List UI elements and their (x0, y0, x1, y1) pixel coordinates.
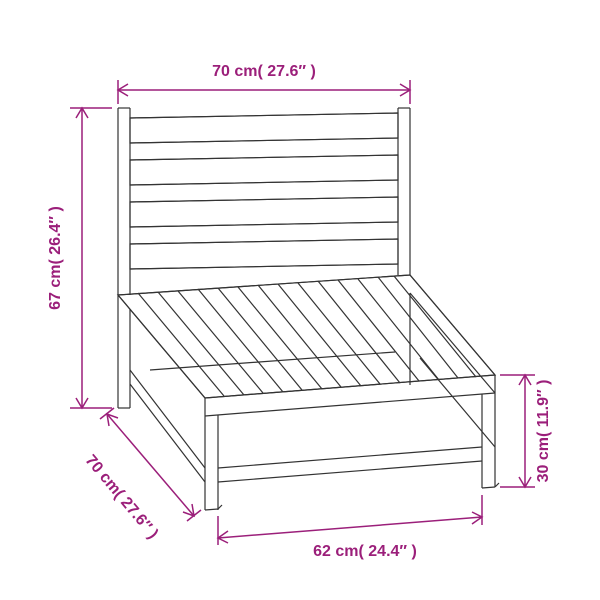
dim-right-height-label: 30 cm( 11.9″ ) (535, 380, 552, 483)
furniture-dimension-diagram: 70 cm( 27.6″ ) 67 cm( 26.4″ ) 70 cm( 27.… (0, 0, 600, 600)
dim-top-width-label: 70 cm( 27.6″ ) (212, 63, 316, 80)
furniture-drawing (118, 108, 499, 510)
dim-right-height: 30 cm( 11.9″ ) (500, 375, 552, 487)
dim-left-depth-label: 70 cm( 27.6″ ) (82, 452, 162, 542)
dim-front-width: 62 cm( 24.4″ ) (218, 495, 482, 560)
dim-front-width-label: 62 cm( 24.4″ ) (313, 543, 417, 560)
dim-left-depth: 70 cm( 27.6″ ) (82, 408, 201, 542)
dim-left-height-label: 67 cm( 26.4″ ) (47, 206, 64, 310)
dim-left-height: 67 cm( 26.4″ ) (47, 108, 112, 408)
dimension-annotations: 70 cm( 27.6″ ) 67 cm( 26.4″ ) 70 cm( 27.… (47, 63, 552, 560)
dim-top-width: 70 cm( 27.6″ ) (118, 63, 410, 104)
